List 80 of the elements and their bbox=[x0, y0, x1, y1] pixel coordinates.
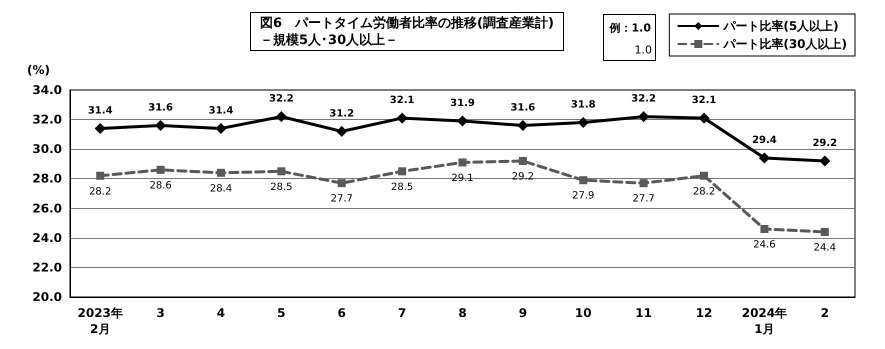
x-tick-label: 2024年 1月 bbox=[742, 306, 788, 336]
x-tick-label: 3 bbox=[156, 306, 165, 320]
point bbox=[578, 117, 589, 128]
point bbox=[518, 156, 527, 165]
point bbox=[276, 111, 287, 122]
point bbox=[338, 179, 346, 188]
point bbox=[396, 112, 408, 124]
point bbox=[457, 116, 468, 127]
data-label: 31.2 bbox=[329, 108, 354, 120]
legend-label: パート比率(5人以上) bbox=[722, 19, 839, 33]
point bbox=[96, 172, 104, 180]
data-label: 28.5 bbox=[270, 182, 292, 193]
point bbox=[820, 228, 829, 236]
data-label: 32.1 bbox=[692, 95, 716, 106]
point bbox=[216, 168, 225, 177]
data-label: 28.2 bbox=[89, 186, 112, 198]
point bbox=[94, 122, 106, 134]
point bbox=[277, 167, 286, 176]
point bbox=[336, 126, 348, 137]
x-tick-label: 11 bbox=[635, 306, 652, 320]
data-label: 24.4 bbox=[814, 242, 836, 254]
data-label: 31.4 bbox=[208, 105, 234, 116]
point bbox=[700, 172, 708, 180]
data-label: 28.6 bbox=[149, 180, 172, 192]
y-tick-label: 20.0 bbox=[32, 290, 62, 304]
x-tick-label: 8 bbox=[458, 306, 467, 320]
data-label: 31.4 bbox=[88, 105, 113, 116]
data-label: 24.6 bbox=[753, 239, 776, 250]
legend-label: パート比率(30人以上) bbox=[722, 37, 848, 51]
point bbox=[156, 166, 165, 174]
data-label: 27.7 bbox=[632, 194, 655, 205]
data-label: 31.8 bbox=[570, 100, 596, 111]
data-label: 27.7 bbox=[330, 194, 353, 205]
data-label: 29.4 bbox=[752, 135, 777, 146]
data-label: 32.1 bbox=[390, 95, 414, 106]
x-tick-label: 5 bbox=[277, 306, 286, 320]
x-tick-label: 2 bbox=[820, 306, 829, 320]
x-tick-label: 2023年 2月 bbox=[77, 306, 123, 336]
data-label: 29.1 bbox=[451, 172, 474, 184]
y-tick-label: 22.0 bbox=[32, 260, 62, 274]
point bbox=[517, 120, 528, 131]
y-tick-label: 26.0 bbox=[32, 201, 62, 216]
y-tick-label: 34.0 bbox=[32, 83, 62, 97]
y-tick-label: 28.0 bbox=[32, 172, 62, 186]
point bbox=[215, 122, 226, 134]
point bbox=[760, 224, 768, 233]
data-label: 29.2 bbox=[512, 171, 534, 182]
x-tick-label: 9 bbox=[518, 306, 528, 320]
point bbox=[458, 158, 466, 166]
data-label: 27.9 bbox=[572, 190, 594, 202]
data-label: 31.6 bbox=[510, 102, 536, 114]
data-label: 31.6 bbox=[148, 102, 173, 114]
y-tick-label: 30.0 bbox=[32, 142, 62, 156]
x-tick-label: 7 bbox=[398, 306, 406, 320]
y-axis-title: (%) bbox=[27, 63, 50, 77]
chart-subtitle: －規模5人･30人以上－ bbox=[260, 33, 398, 48]
point bbox=[819, 155, 830, 166]
text: 1.0 bbox=[634, 44, 652, 56]
chart-title: 図6 パートタイム労働者比率の推移(調査産業計) bbox=[260, 15, 554, 31]
point bbox=[398, 167, 406, 176]
point bbox=[640, 179, 648, 188]
data-label: 32.2 bbox=[631, 94, 656, 105]
x-tick-label: 12 bbox=[696, 306, 712, 320]
data-label: 29.2 bbox=[812, 138, 838, 149]
x-tick-label: 6 bbox=[338, 306, 346, 320]
data-label: 28.5 bbox=[390, 182, 414, 193]
x-tick-label: 4 bbox=[216, 306, 226, 320]
point bbox=[155, 120, 166, 131]
point bbox=[579, 176, 588, 184]
text: 例：1.0 bbox=[608, 22, 652, 34]
x-tick-label: 10 bbox=[574, 306, 592, 320]
point bbox=[758, 152, 770, 164]
point bbox=[698, 112, 710, 124]
y-tick-label: 32.0 bbox=[32, 112, 62, 127]
data-label: 28.2 bbox=[692, 186, 716, 198]
data-label: 28.4 bbox=[210, 183, 232, 194]
point bbox=[638, 111, 650, 122]
data-label: 31.9 bbox=[450, 98, 475, 110]
y-tick-label: 24.0 bbox=[32, 230, 62, 245]
data-label: 32.2 bbox=[269, 94, 294, 105]
